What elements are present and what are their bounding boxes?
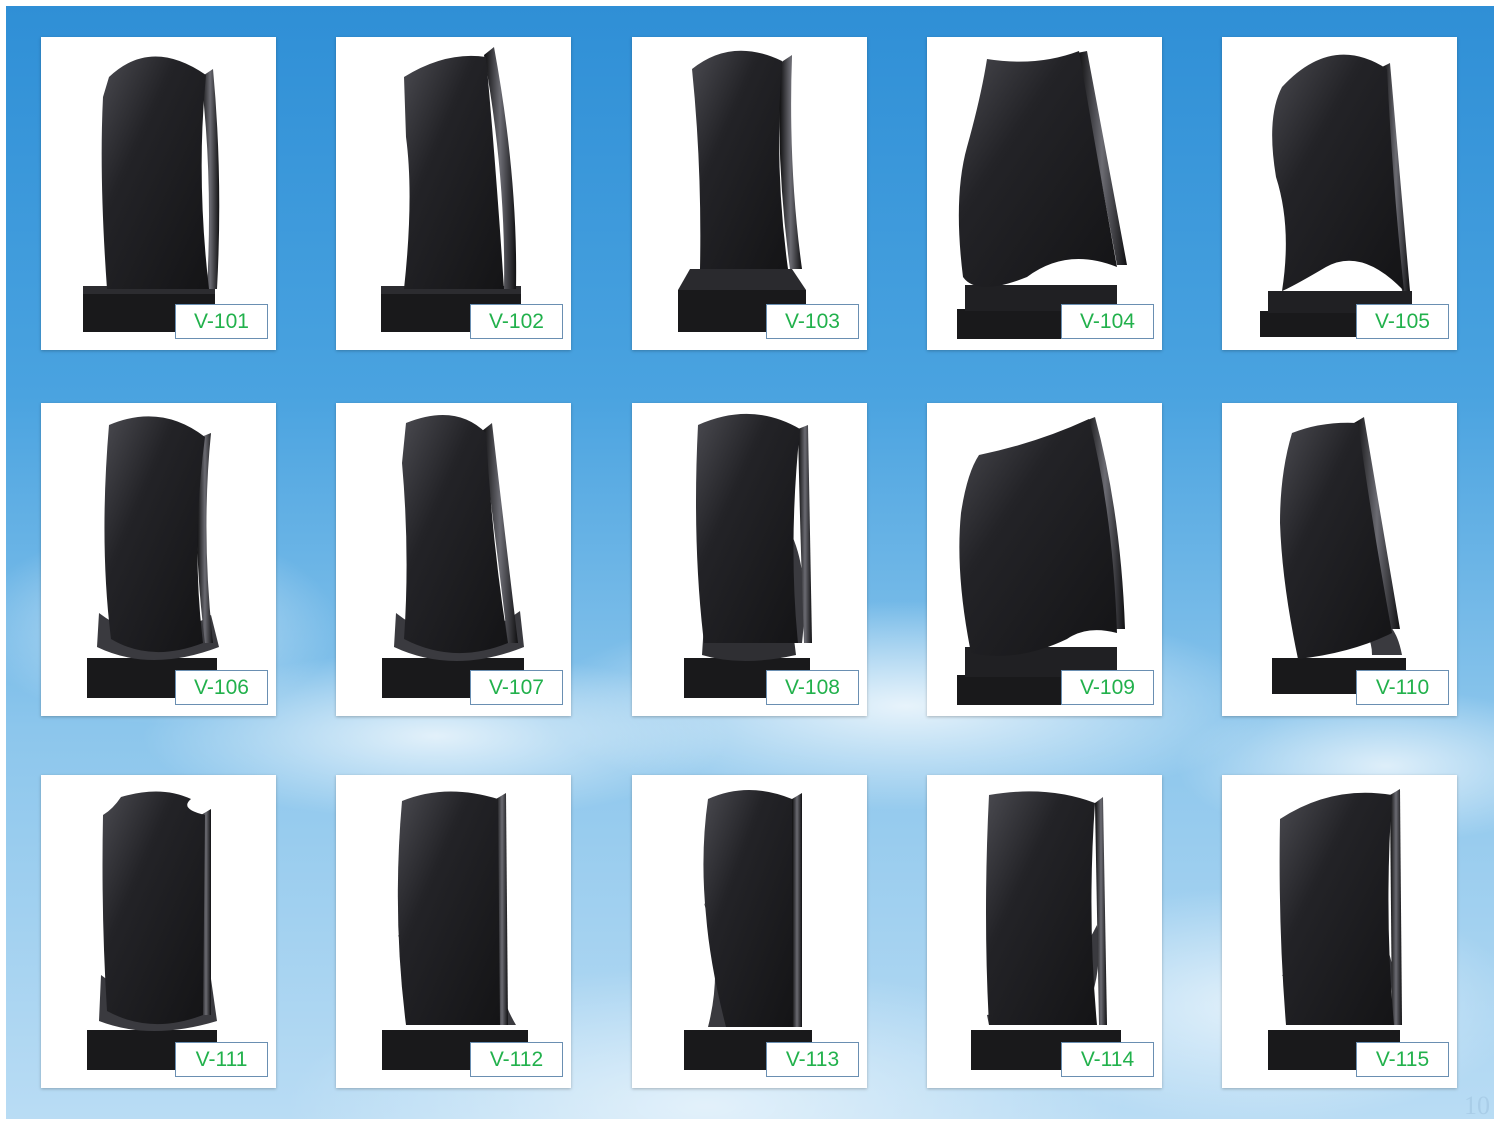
- product-code-label: V-111: [175, 1042, 268, 1077]
- product-code-label: V-106: [175, 670, 268, 705]
- product-card-v112[interactable]: V-112: [336, 775, 571, 1088]
- product-code-label: V-104: [1061, 304, 1154, 339]
- product-card-v113[interactable]: V-113: [632, 775, 867, 1088]
- product-card-v111[interactable]: V-111: [41, 775, 276, 1088]
- product-card-v110[interactable]: V-110: [1222, 403, 1457, 716]
- product-code-label: V-105: [1356, 304, 1449, 339]
- headstone-icon: [957, 417, 1125, 705]
- product-code-label: V-114: [1061, 1042, 1154, 1077]
- product-card-v103[interactable]: V-103: [632, 37, 867, 350]
- product-code-label: V-115: [1356, 1042, 1449, 1077]
- product-code-label: V-110: [1356, 670, 1449, 705]
- product-card-v105[interactable]: V-105: [1222, 37, 1457, 350]
- headstone-icon: [971, 791, 1121, 1070]
- headstone-icon: [381, 47, 521, 332]
- product-card-v102[interactable]: V-102: [336, 37, 571, 350]
- product-code-label: V-109: [1061, 670, 1154, 705]
- product-code-label: V-103: [766, 304, 859, 339]
- product-code-label: V-107: [470, 670, 563, 705]
- product-code-label: V-101: [175, 304, 268, 339]
- product-code-label: V-108: [766, 670, 859, 705]
- product-card-v108[interactable]: V-108: [632, 403, 867, 716]
- product-card-v114[interactable]: V-114: [927, 775, 1162, 1088]
- product-card-v101[interactable]: V-101: [41, 37, 276, 350]
- product-code-label: V-112: [470, 1042, 563, 1077]
- headstone-icon: [1268, 789, 1402, 1070]
- product-card-v109[interactable]: V-109: [927, 403, 1162, 716]
- product-card-v106[interactable]: V-106: [41, 403, 276, 716]
- product-card-v107[interactable]: V-107: [336, 403, 571, 716]
- page-number: 10: [1464, 1091, 1490, 1120]
- product-code-label: V-113: [766, 1042, 859, 1077]
- product-code-label: V-102: [470, 304, 563, 339]
- headstone-icon: [684, 413, 812, 698]
- product-card-v104[interactable]: V-104: [927, 37, 1162, 350]
- product-card-v115[interactable]: V-115: [1222, 775, 1457, 1088]
